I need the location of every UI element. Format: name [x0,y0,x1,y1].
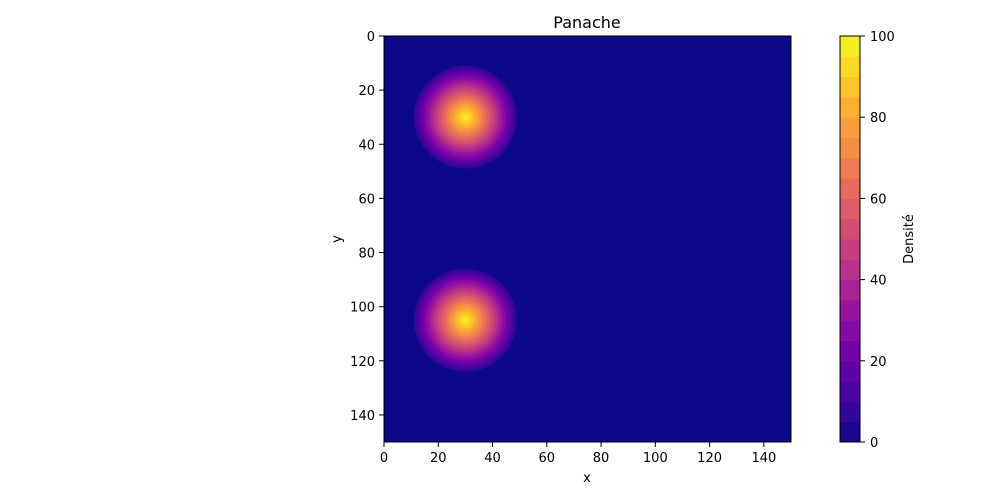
colorbar: 0 20 40 60 80 100 Densité [839,30,917,451]
colorbar-band [840,340,860,362]
colorbar-tick-label: 0 [870,436,878,451]
colorbar-band [840,299,860,321]
y-tick-label: 60 [358,192,375,207]
density-level [462,317,469,323]
chart-title: Panache [553,13,620,32]
heatmap-source-1 [413,65,517,169]
colorbar-label: Densité [902,214,917,264]
heatmap-source-2 [413,268,517,372]
x-tick-label: 80 [593,451,610,466]
colorbar-band [840,279,860,301]
colorbar-band [840,360,860,382]
x-tick-label: 120 [697,451,722,466]
colorbar-band [840,218,860,240]
colorbar-band [840,178,860,199]
x-tick-label: 40 [484,451,501,466]
colorbar-band [840,76,860,98]
colorbar-tick-label: 100 [870,30,895,45]
y-tick-label: 40 [358,138,375,153]
y-axis-label: y [330,235,345,243]
y-tick-label: 0 [367,30,375,45]
y-tick-label: 80 [358,247,375,262]
colorbar-band [840,198,860,220]
colorbar-band [840,259,860,281]
colorbar-tick-label: 80 [870,111,887,126]
x-tick-label: 60 [539,451,556,466]
x-tick-label: 0 [380,451,388,466]
plot-frame [383,35,792,443]
colorbar-tick-label: 60 [870,192,887,207]
colorbar-band [840,36,860,57]
colorbar-band [840,96,860,118]
heatmap-sources [413,65,517,372]
x-axis-label: x [583,471,591,486]
y-tick-label: 140 [350,409,375,424]
colorbar-tick-label: 20 [870,355,887,370]
colorbar-band [840,381,860,402]
y-tick-label: 100 [350,301,375,316]
y-tick-label: 20 [358,84,375,99]
x-tick-label: 140 [751,451,776,466]
x-axis: 0 20 40 60 80 100 120 140 [380,442,776,466]
colorbar-band [840,157,860,179]
colorbar-band [840,137,860,159]
colorbar-frame [839,35,861,443]
colorbar-band [840,421,860,443]
y-axis: 0 20 40 60 80 100 120 140 [350,30,384,424]
x-tick-label: 20 [430,451,447,466]
colorbar-gradient [840,36,860,443]
colorbar-band [840,320,860,341]
density-level [462,114,469,120]
colorbar-band [840,239,860,260]
x-tick-label: 100 [643,451,668,466]
colorbar-ticks: 0 20 40 60 80 100 [860,30,895,451]
colorbar-band [840,401,860,423]
colorbar-tick-label: 40 [870,274,887,289]
colorbar-band [840,56,860,78]
colorbar-band [840,117,860,138]
heatmap-plot-area [383,35,792,443]
y-tick-label: 120 [350,355,375,370]
